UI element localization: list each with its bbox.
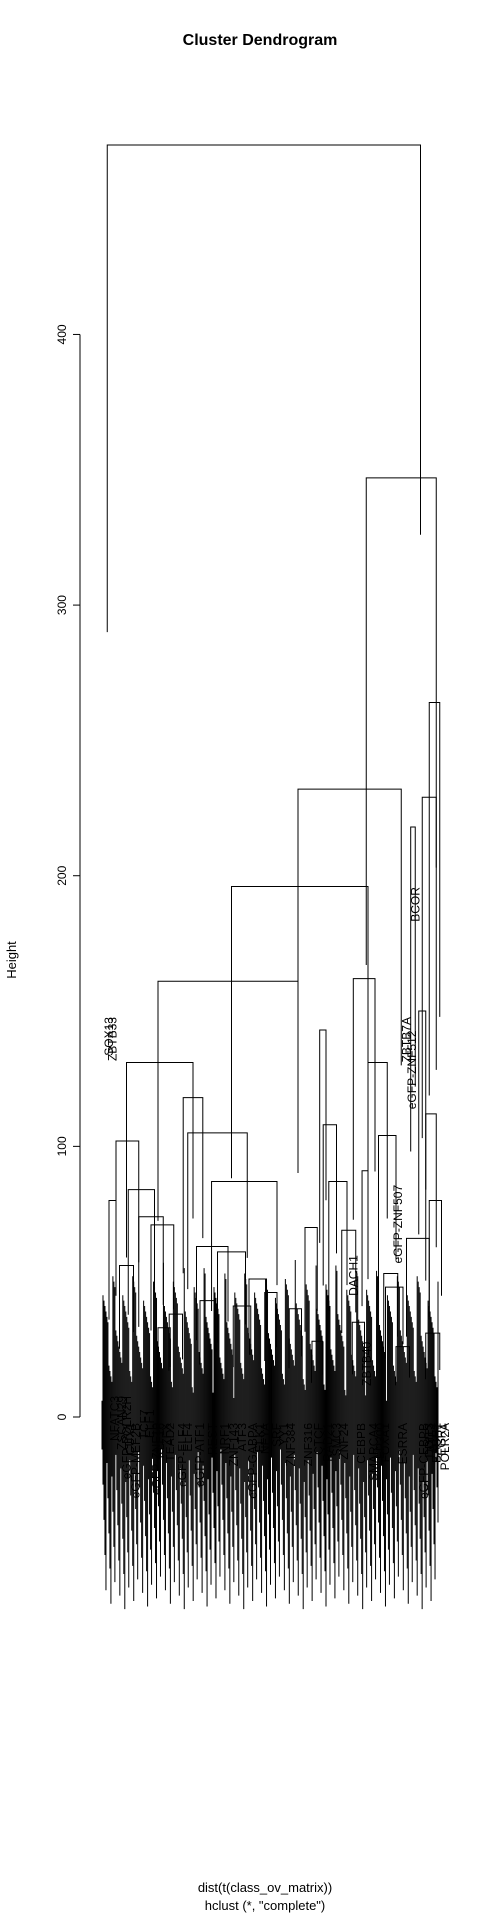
leaf-label: eGFP-ELF4	[176, 1423, 190, 1487]
leaf-label: YY1	[277, 1423, 291, 1446]
leaf-label: POLR2A	[438, 1423, 452, 1470]
leaf-label: ZBTB40	[359, 1341, 373, 1385]
dendrogram-branch	[138, 1216, 164, 1327]
leaf-label: ZFX	[160, 1423, 174, 1446]
dendrogram-branch	[367, 1061, 388, 1258]
dendrogram-branch	[365, 477, 437, 966]
dendrogram-branch	[341, 1229, 357, 1333]
dendrogram-branch	[217, 1251, 246, 1343]
leaf-label: ATF4	[426, 1423, 440, 1452]
y-axis: 0 100 200 300 400	[55, 324, 81, 1420]
leaf-label: eGFP-GABPA	[246, 1423, 260, 1499]
leaf-label: SOX13	[102, 1017, 116, 1056]
leaf-label: NRF1	[218, 1423, 232, 1455]
leaf-label: NFYA	[258, 1423, 272, 1454]
dendrogram-branch	[304, 1227, 318, 1332]
dendrogram-branch	[352, 978, 376, 1220]
leaf-label: eGFP-ZNF507	[391, 1185, 405, 1264]
leaf-label: eGFP-POLR2H	[120, 1396, 134, 1479]
dendrogram-branch	[196, 1246, 229, 1341]
leaf-label: KLF16	[153, 1423, 167, 1459]
dendrogram-branch	[378, 1135, 397, 1291]
y-axis-label: Height	[4, 941, 19, 979]
dendrogram-branch	[428, 1199, 442, 1320]
dendrogram-branch	[182, 1097, 204, 1274]
dendrogram-branch	[127, 1189, 155, 1315]
leaf-label: ZSCAN29	[114, 1396, 128, 1450]
dendrogram-branch	[328, 1181, 348, 1312]
x-axis-subtitle: hclust (*, "complete")	[205, 1898, 326, 1913]
dendrogram-branch	[108, 1199, 117, 1320]
leaf-label: eGFP-ZNF10	[149, 1423, 163, 1495]
dendrogram-branch	[428, 702, 441, 1096]
leaf-label: BCOR	[408, 887, 422, 922]
leaf-label: EP300	[373, 1423, 387, 1459]
dendrogram-branch	[150, 1224, 175, 1331]
leaf-label: eGFP-ATF1	[193, 1423, 207, 1487]
leaf-label: DACH1	[346, 1255, 360, 1296]
leaf-label: ZNF24	[337, 1423, 351, 1460]
leaf-label: ZNF143	[226, 1423, 240, 1467]
leaf-label: ESRRA	[396, 1423, 410, 1464]
y-tick-label: 100	[55, 1136, 69, 1156]
dendrogram-branch	[421, 796, 437, 1139]
leaf-label: eGFP-CEBPB	[417, 1423, 431, 1499]
dendrogram-branch	[187, 1132, 248, 1290]
leaf-label: SMC3	[330, 1423, 344, 1457]
leaf-label: SRF	[270, 1423, 284, 1447]
dendrogram-branch	[126, 1061, 194, 1258]
leaf-label: ELF4	[181, 1423, 195, 1452]
leaf-label: RAD21	[321, 1423, 335, 1462]
dendrogram-branch	[385, 1286, 404, 1359]
dendrogram-branch	[319, 1029, 327, 1243]
leaf-label: ZNF384	[284, 1423, 298, 1467]
leaf-label: FOXA1	[379, 1423, 393, 1463]
dendrogram-branch	[361, 1170, 369, 1307]
dendrogram-branch	[231, 886, 369, 1179]
y-tick-label: 300	[55, 595, 69, 615]
leaf-label: SMARCA4	[366, 1423, 380, 1481]
leaf-label: CTCF	[312, 1423, 326, 1455]
dendrogram-branch	[297, 788, 402, 1135]
leaf-label: CEBPB	[354, 1423, 368, 1464]
leaf-label: eGFP-MEF2B	[128, 1423, 142, 1498]
dendrogram-branch	[410, 826, 416, 1152]
leaf-label: eGFP-ZNF512	[405, 1030, 419, 1109]
y-tick-label: 400	[55, 324, 69, 344]
dendrogram-branch	[425, 1113, 437, 1281]
x-axis-label: dist(t(class_ov_matrix))	[198, 1880, 332, 1895]
leaf-label: ZBTB7A	[400, 1017, 414, 1062]
dendrogram-branch	[418, 1010, 427, 1235]
dendrogram-branch	[232, 1305, 252, 1368]
y-tick-label: 200	[55, 865, 69, 885]
leaf-label: DDIT3	[422, 1423, 436, 1458]
leaf-label: NFATC3	[107, 1396, 121, 1441]
leaf-label: TEAD2	[163, 1423, 177, 1462]
leaf-label: ZNF316	[302, 1423, 316, 1467]
leaf-labels: SOX13ZBTB33NFATC3ZSCAN29eGFP-POLR2HCUX1e…	[102, 887, 452, 1499]
dendrogram-links	[101, 144, 442, 1610]
leaf-label: EGR1	[435, 1423, 449, 1456]
leaf-label: ATF3	[235, 1423, 249, 1452]
chart-title: Cluster Dendrogram	[183, 32, 338, 49]
y-tick-label: 0	[55, 1413, 69, 1420]
leaf-label: ZBTB33	[106, 1017, 120, 1061]
dendrogram-branch	[322, 1124, 337, 1286]
leaf-label: TCF7	[137, 1409, 151, 1439]
dendrogram-branch	[157, 980, 299, 1221]
leaf-label: ELF1	[142, 1409, 156, 1438]
leaf-label: ELK1	[253, 1423, 267, 1453]
leaf-label: REST	[205, 1422, 219, 1455]
leaf-label: CUX1	[123, 1423, 137, 1455]
dendrogram-branch	[106, 144, 421, 633]
leaf-label: BACH1	[429, 1423, 443, 1463]
dendrogram-branch	[406, 1237, 430, 1337]
